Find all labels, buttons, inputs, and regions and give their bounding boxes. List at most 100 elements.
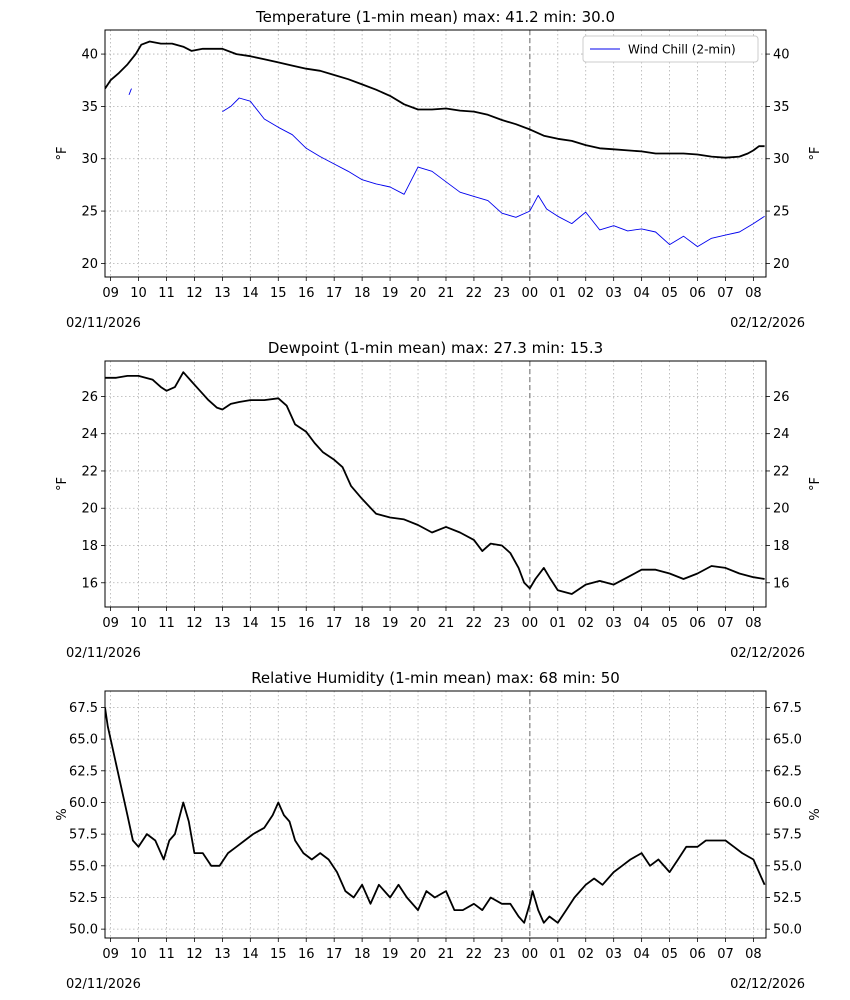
y-axis-label-left: °F	[55, 147, 70, 161]
x-tick-label: 21	[438, 616, 455, 631]
x-tick-label: 04	[633, 947, 650, 962]
chart-title: Temperature (1-min mean) max: 41.2 min: …	[255, 8, 615, 26]
x-tick-label: 16	[298, 286, 315, 301]
y-tick-label-right: 26	[773, 390, 790, 405]
series-line-wind-chill-2-min-	[222, 97, 765, 248]
date-left: 02/11/2026	[66, 646, 141, 661]
x-tick-label: 11	[158, 947, 175, 962]
y-tick-label-left: 67.5	[69, 701, 98, 716]
y-axis-label-left: °F	[55, 477, 70, 491]
x-tick-label: 19	[382, 286, 399, 301]
y-tick-label-right: 35	[773, 100, 790, 115]
y-tick-label-left: 40	[81, 48, 98, 63]
x-tick-label: 14	[242, 947, 259, 962]
x-tick-label: 12	[186, 286, 203, 301]
x-tick-label: 02	[577, 947, 594, 962]
date-right: 02/12/2026	[730, 316, 805, 331]
y-tick-label-right: 50.0	[773, 923, 802, 938]
x-tick-label: 02	[577, 286, 594, 301]
x-tick-label: 00	[522, 286, 539, 301]
x-tick-label: 11	[158, 616, 175, 631]
x-tick-label: 23	[494, 947, 511, 962]
x-tick-label: 21	[438, 947, 455, 962]
x-tick-label: 01	[550, 947, 567, 962]
x-tick-label: 21	[438, 286, 455, 301]
x-tick-label: 18	[354, 947, 371, 962]
chart-panel-1: 09 10 11 12 13 14 15 16 17 18 19 20 21 22 23 00 01 02 03 04…	[55, 8, 823, 331]
y-axis-label-left: %	[55, 808, 70, 820]
x-tick-label: 01	[550, 616, 567, 631]
series-line-relative-humidity	[105, 707, 766, 924]
x-tick-label: 08	[745, 947, 762, 962]
x-tick-label: 12	[186, 947, 203, 962]
y-tick-label-left: 20	[81, 502, 98, 517]
x-tick-label: 15	[270, 616, 287, 631]
x-tick-label: 03	[605, 616, 622, 631]
x-tick-label: 13	[214, 947, 231, 962]
x-tick-label: 20	[410, 947, 427, 962]
x-tick-label: 22	[466, 947, 483, 962]
x-tick-label: 11	[158, 286, 175, 301]
x-tick-label: 10	[130, 616, 147, 631]
x-tick-label: 22	[466, 286, 483, 301]
x-tick-label: 00	[522, 616, 539, 631]
chart-title: Dewpoint (1-min mean) max: 27.3 min: 15.…	[268, 339, 603, 357]
chart-panel-2: 09 10 11 12 13 14 15 16 17 18 19 20 21 22 23 00 01 02 03 04…	[55, 339, 823, 661]
x-tick-label: 19	[382, 947, 399, 962]
y-tick-label-left: 35	[81, 100, 98, 115]
x-tick-label: 12	[186, 616, 203, 631]
series-line-temperature	[105, 40, 765, 159]
x-tick-label: 22	[466, 616, 483, 631]
x-tick-label: 10	[130, 947, 147, 962]
x-tick-label: 13	[214, 286, 231, 301]
y-tick-label-left: 30	[81, 152, 98, 167]
y-tick-label-right: 57.5	[773, 828, 802, 843]
y-tick-label-left: 60.0	[69, 796, 98, 811]
x-tick-label: 16	[298, 947, 315, 962]
x-tick-label: 18	[354, 616, 371, 631]
y-tick-label-left: 25	[81, 205, 98, 220]
x-tick-label: 16	[298, 616, 315, 631]
y-tick-label-right: 65.0	[773, 733, 802, 748]
y-tick-label-left: 16	[81, 576, 98, 591]
y-tick-label-right: 60.0	[773, 796, 802, 811]
x-tick-label: 17	[326, 286, 343, 301]
x-tick-label: 18	[354, 286, 371, 301]
date-right: 02/12/2026	[730, 977, 805, 992]
y-tick-label-right: 67.5	[773, 701, 802, 716]
y-tick-label-left: 50.0	[69, 923, 98, 938]
chart-panel-3: 09 10 11 12 13 14 15 16 17 18 19 20 21 22 23 00 01 02 03 04…	[55, 669, 823, 992]
x-tick-label: 06	[689, 616, 706, 631]
x-tick-label: 09	[102, 286, 119, 301]
y-tick-label-left: 65.0	[69, 733, 98, 748]
series-line-wind-chill-2-min-	[128, 88, 132, 96]
y-axis-label-right: °F	[808, 147, 823, 161]
y-axis-label-right: °F	[808, 477, 823, 491]
date-left: 02/11/2026	[66, 316, 141, 331]
x-tick-label: 20	[410, 616, 427, 631]
legend: Wind Chill (2-min)	[582, 35, 759, 63]
x-tick-label: 05	[661, 947, 678, 962]
x-tick-label: 14	[242, 286, 259, 301]
x-tick-label: 08	[745, 286, 762, 301]
y-tick-label-left: 22	[81, 464, 98, 479]
x-tick-label: 03	[605, 286, 622, 301]
x-tick-label: 10	[130, 286, 147, 301]
x-tick-label: 02	[577, 616, 594, 631]
y-tick-label-right: 20	[773, 257, 790, 272]
x-tick-label: 08	[745, 616, 762, 631]
x-tick-label: 17	[326, 947, 343, 962]
date-left: 02/11/2026	[66, 977, 141, 992]
y-tick-label-left: 18	[81, 539, 98, 554]
y-tick-label-right: 16	[773, 576, 790, 591]
y-tick-label-left: 24	[81, 427, 98, 442]
x-tick-label: 17	[326, 616, 343, 631]
y-tick-label-right: 52.5	[773, 891, 802, 906]
x-tick-label: 05	[661, 616, 678, 631]
y-tick-label-left: 52.5	[69, 891, 98, 906]
series-line-dewpoint	[105, 371, 765, 595]
y-axis-label-right: %	[808, 808, 823, 820]
x-tick-label: 14	[242, 616, 259, 631]
x-tick-label: 23	[494, 286, 511, 301]
